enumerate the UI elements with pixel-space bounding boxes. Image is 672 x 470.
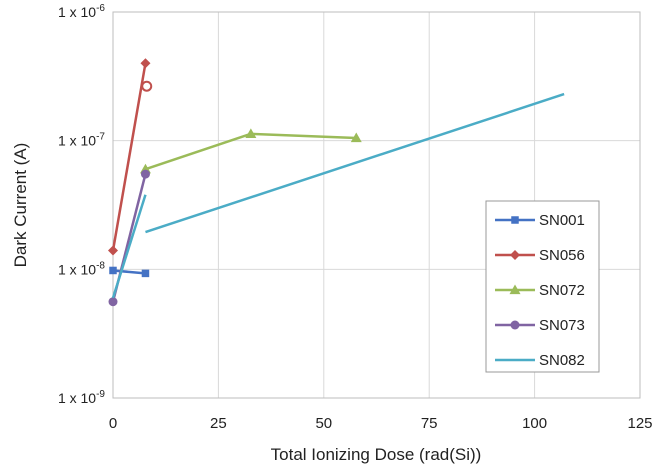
data-point-sn072 — [245, 128, 257, 138]
legend-label-sn082: SN082 — [539, 352, 585, 369]
x-tick-label: 25 — [210, 415, 227, 432]
y-tick-label: 1 x 10-9 — [58, 389, 105, 406]
data-point-sn001 — [141, 269, 150, 278]
series-line-sn082 — [145, 92, 565, 234]
legend-marker-sn056 — [510, 250, 520, 260]
data-point-sn072 — [350, 132, 362, 143]
x-tick-label: 100 — [522, 415, 547, 432]
legend: SN001 SN056 SN072 SN073 SN082 — [485, 200, 600, 373]
y-axis-label: Dark Current (A) — [11, 143, 30, 268]
data-point-sn073 — [140, 169, 150, 179]
x-tick-label: 0 — [109, 415, 117, 432]
series-sn082 — [111, 92, 565, 299]
axis-tick-labels: 0 25 50 75 100 125 1 x 10-9 1 x 10-8 1 x 10-7 1 x… — [58, 3, 653, 432]
legend-label-sn056: SN056 — [539, 247, 585, 264]
y-tick-label: 1 x 10-8 — [58, 260, 105, 277]
legend-marker-sn001 — [511, 216, 519, 224]
series-line-sn072 — [145, 132, 357, 171]
data-point-sn001 — [109, 266, 117, 275]
y-tick-label: 1 x 10-7 — [58, 132, 105, 149]
series-line-sn001 — [112, 269, 146, 275]
series-line-sn082 — [111, 194, 147, 299]
y-tick-label: 1 x 10-6 — [58, 3, 105, 20]
data-point-sn056 — [108, 245, 118, 256]
legend-label-sn072: SN072 — [539, 282, 585, 299]
series-sn001 — [109, 266, 150, 278]
x-tick-label: 50 — [315, 415, 332, 432]
data-point-sn056-open — [141, 80, 153, 92]
legend-label-sn001: SN001 — [539, 212, 585, 229]
data-point-sn073 — [108, 297, 118, 307]
x-axis-label: Total Ionizing Dose (rad(Si)) — [271, 445, 482, 464]
legend-label-sn073: SN073 — [539, 317, 585, 334]
legend-marker-sn072 — [509, 284, 521, 295]
legend-box — [485, 200, 600, 373]
data-point-sn056 — [140, 58, 151, 69]
series-sn072 — [139, 128, 362, 174]
series-layer — [108, 58, 565, 307]
series-sn056 — [108, 58, 151, 256]
grid — [113, 12, 640, 398]
x-tick-label: 75 — [421, 415, 438, 432]
x-tick-label: 125 — [627, 415, 652, 432]
series-line-sn056 — [111, 62, 147, 251]
plot-area — [112, 11, 641, 399]
legend-marker-sn073 — [510, 320, 520, 330]
